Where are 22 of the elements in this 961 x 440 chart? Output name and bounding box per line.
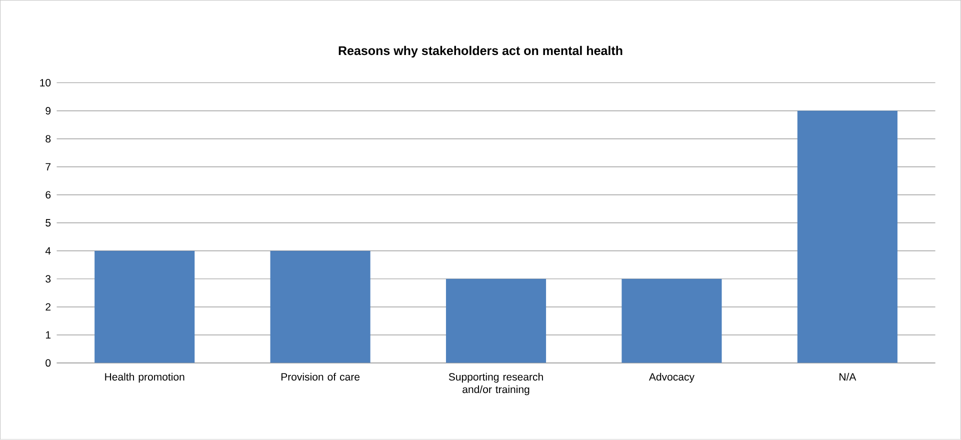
chart-title: Reasons why stakeholders act on mental health: [338, 46, 622, 58]
y-tick-label: 1: [46, 331, 51, 339]
y-tick-label: 10: [40, 79, 51, 87]
x-tick-label: Supporting research and/or training: [448, 373, 543, 396]
y-tick-label: 9: [46, 107, 51, 115]
y-tick-label: 6: [46, 191, 51, 199]
x-tick-label: Advocacy: [648, 373, 694, 383]
bar: [270, 251, 370, 364]
bar: [446, 279, 546, 364]
bar: [797, 110, 898, 364]
bar: [94, 251, 195, 364]
x-tick-label: Health promotion: [105, 373, 184, 383]
bar: [622, 279, 722, 364]
y-tick-label: 2: [46, 303, 51, 311]
y-tick-label: 5: [46, 219, 51, 227]
y-tick-label: 0: [46, 359, 51, 367]
x-tick-label: N/A: [840, 373, 856, 381]
y-tick-label: 7: [46, 163, 51, 171]
y-tick-label: 3: [46, 275, 51, 283]
y-tick-label: 8: [46, 135, 51, 143]
x-tick-label: Provision of care: [281, 373, 360, 381]
y-tick-label: 4: [45, 247, 51, 255]
